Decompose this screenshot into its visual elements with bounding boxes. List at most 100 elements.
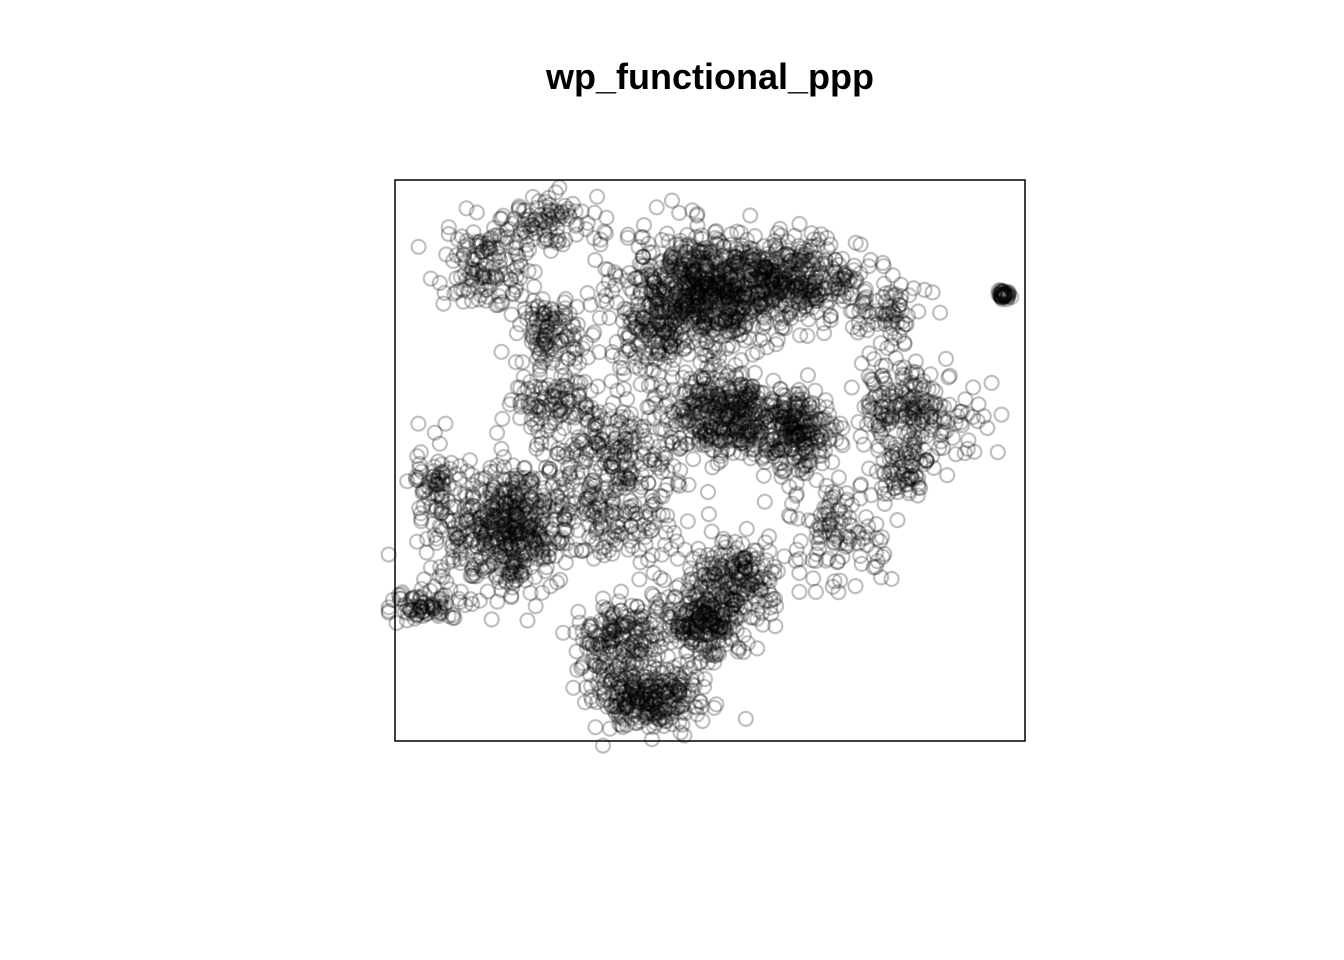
data-point [623,312,641,330]
data-point [730,251,747,269]
data-point [488,500,505,517]
data-point [684,259,701,276]
data-point [754,281,771,298]
data-point [635,217,653,234]
data-point [721,247,738,264]
data-point [728,285,745,302]
data-point [785,277,802,294]
data-point [706,224,724,241]
data-point [852,265,869,282]
data-point [702,278,719,295]
data-point [724,257,742,274]
data-point [726,299,743,316]
data-point [710,267,727,284]
data-point [847,577,864,595]
data-point [690,249,707,267]
data-point [639,266,656,283]
data-point [713,263,730,280]
data-point [791,288,808,305]
data-point [734,287,751,304]
data-point [989,444,1006,461]
data-point [677,296,694,313]
data-point [706,286,724,303]
data-point [662,253,679,270]
data-point [506,567,523,585]
data-point [806,249,824,266]
data-point [711,233,729,251]
data-point [729,285,747,302]
data-point [534,499,551,516]
data-point [782,253,799,270]
data-point [707,288,724,305]
data-point [632,268,650,285]
data-point [537,491,554,508]
data-point [723,308,741,325]
data-point [657,301,674,318]
data-point [656,271,673,288]
data-point [754,273,771,290]
data-point [547,547,564,564]
data-point [464,497,481,514]
data-point [671,204,688,221]
data-point [670,310,687,327]
data-point [702,289,719,306]
data-point [778,245,796,262]
data-point [702,307,719,324]
data-point [659,268,676,285]
data-point [689,300,706,317]
data-point [697,284,714,301]
data-point [715,237,732,254]
data-point [765,290,782,307]
data-point [699,280,717,297]
data-point [807,269,825,286]
data-point [756,284,773,302]
data-point [677,305,695,323]
data-point [670,302,688,319]
data-point [533,584,551,601]
data-point [738,231,756,248]
data-point [687,261,705,278]
data-point [660,233,677,250]
data-point [655,325,672,342]
data-point [799,367,817,384]
data-point [695,318,713,336]
data-point [489,497,507,514]
data-point [760,304,777,321]
data-point [749,285,767,302]
data-point [497,509,514,526]
data-point [635,248,652,266]
data-point [782,310,800,327]
data-point [786,253,804,270]
data-point [685,308,702,325]
data-point [746,228,764,245]
data-point [857,509,875,526]
data-point [705,280,722,297]
data-point [845,273,863,290]
data-point [489,516,506,533]
data-point [804,287,822,305]
data-point [662,337,679,354]
data-point [744,247,761,264]
data-point [552,571,569,588]
data-point [643,283,660,300]
data-point [472,480,489,497]
data-point [875,275,893,292]
data-point [690,284,707,301]
data-point [650,304,667,321]
data-point [759,294,776,311]
data-point [649,333,667,350]
data-point [649,278,666,295]
data-point [509,519,526,536]
data-point [461,452,478,469]
data-point [822,236,839,253]
data-point [479,521,496,539]
data-point [662,272,679,289]
data-point [756,493,773,510]
data-point [497,537,515,554]
data-point [731,327,749,344]
data-point [442,581,459,598]
data-point [714,292,731,309]
data-point [817,280,834,297]
data-point [698,294,715,311]
data-point [638,320,655,337]
